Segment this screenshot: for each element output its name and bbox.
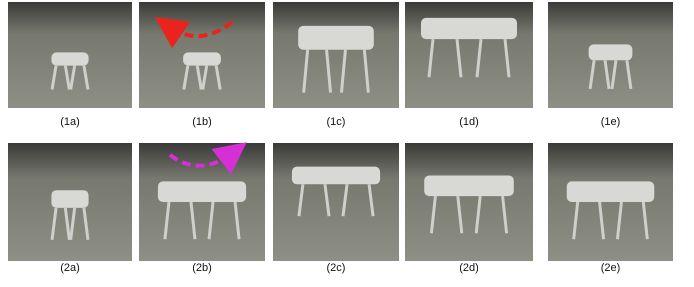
panel-caption: (2d) <box>459 262 479 274</box>
photo-panel <box>139 143 265 261</box>
panel-caption: (2c) <box>327 262 346 274</box>
robot-body <box>292 167 380 185</box>
panel-caption: (1c) <box>327 116 346 128</box>
photo-background <box>273 143 399 261</box>
panel-caption: (1e) <box>601 116 621 128</box>
figure: (1a) (1b) (1c) (1d) (1e) (2a) (2b) (2c) (2d) (2e) <box>0 0 694 287</box>
robot-body <box>298 26 374 50</box>
photo-panel <box>273 143 399 261</box>
robot-body <box>567 181 655 202</box>
photo-background <box>405 143 533 261</box>
photo-panel <box>405 2 533 108</box>
panel-caption: (2b) <box>192 262 212 274</box>
photo-panel <box>139 2 265 108</box>
robot-body <box>589 44 633 60</box>
panel-caption: (1a) <box>60 116 80 128</box>
photo-panel <box>548 143 673 261</box>
robot-body <box>158 181 246 202</box>
robot-body <box>51 190 88 208</box>
robot-body <box>51 52 88 65</box>
robot-body <box>183 52 221 65</box>
photo-panel <box>273 2 399 108</box>
photo-panel <box>405 143 533 261</box>
photo-panel <box>548 2 673 108</box>
panel-caption: (1d) <box>459 116 479 128</box>
photo-panel <box>8 143 132 261</box>
panel-caption: (2e) <box>601 262 621 274</box>
photo-background <box>273 2 399 108</box>
panel-caption: (1b) <box>192 116 212 128</box>
photo-panel <box>8 2 132 108</box>
robot-body <box>424 175 514 196</box>
robot-body <box>421 18 517 39</box>
panel-caption: (2a) <box>60 262 80 274</box>
